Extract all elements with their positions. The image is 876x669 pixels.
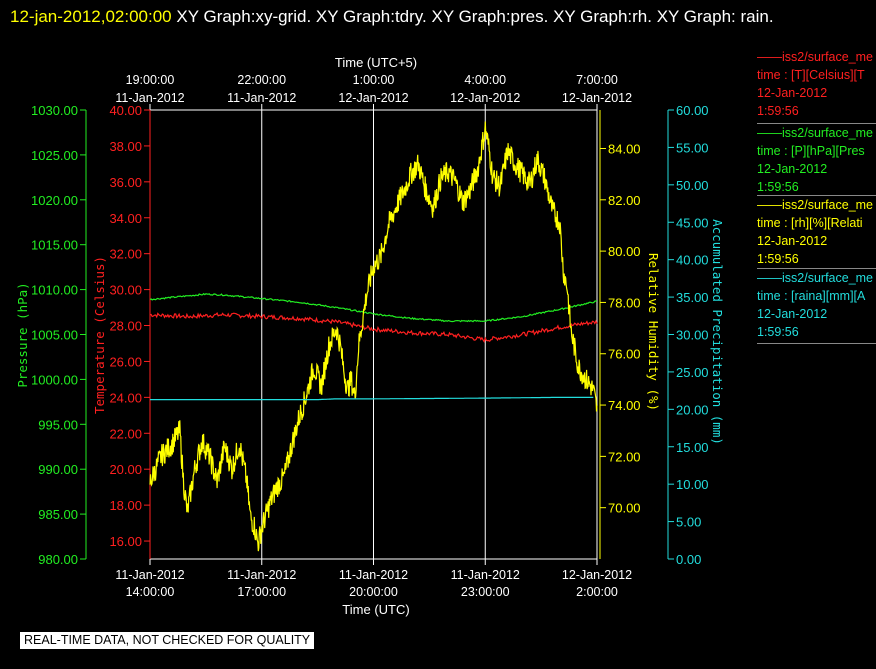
temperature-series-line	[149, 311, 598, 343]
rain-tick-label: 55.00	[676, 140, 709, 155]
temperature-tick-label: 30.00	[109, 283, 142, 298]
legend-separator	[757, 123, 876, 124]
x-top-tick-label-time: 22:00:00	[237, 73, 286, 87]
x-tick-label-time: 23:00:00	[461, 585, 510, 599]
rain-tick-label: 25.00	[676, 365, 709, 380]
rain-axis-label: Accumulated Precipitation (mm)	[710, 219, 725, 445]
rain-tick-label: 10.00	[676, 477, 709, 492]
legend-entry-rain: ——iss2/surface_me time : [raina][mm][A 1…	[757, 266, 876, 344]
temperature-tick-label: 40.00	[109, 103, 142, 118]
x-top-tick-label-time: 19:00:00	[126, 73, 175, 87]
rain-tick-label: 50.00	[676, 178, 709, 193]
x-tick-label-date: 11-Jan-2012	[227, 568, 296, 582]
x-top-tick-label-date: 12-Jan-2012	[338, 91, 408, 105]
temperature-axis-label: Temperature (Celsius)	[92, 256, 107, 414]
rain-tick-label: 15.00	[676, 440, 709, 455]
rain-tick-label: 60.00	[676, 103, 709, 118]
pressure-tick-label: 980.00	[38, 552, 78, 567]
quality-warning: REAL-TIME DATA, NOT CHECKED FOR QUALITY	[20, 632, 315, 649]
temperature-tick-label: 16.00	[109, 534, 142, 549]
graph-header: 12-jan-2012,02:00:00 XY Graph:xy-grid. X…	[10, 3, 850, 31]
temperature-tick-label: 26.00	[109, 354, 142, 369]
rain-tick-label: 0.00	[676, 552, 701, 567]
x-top-tick-label-time: 7:00:00	[576, 73, 618, 87]
rh-tick-label: 78.00	[608, 295, 641, 310]
x-tick-label-date: 12-Jan-2012	[562, 568, 632, 582]
legend-entry-rh: ——iss2/surface_me time : [rh][%][Relati …	[757, 193, 876, 268]
graph-titles: XY Graph:xy-grid. XY Graph:tdry. XY Grap…	[176, 7, 774, 26]
temperature-tick-label: 36.00	[109, 175, 142, 190]
rh-tick-label: 80.00	[608, 244, 641, 259]
x-tick-label-time: 17:00:00	[237, 585, 286, 599]
x-tick-label-date: 11-Jan-2012	[451, 568, 520, 582]
pressure-tick-label: 990.00	[38, 462, 78, 477]
x-axis-label-bottom: Time (UTC)	[342, 602, 409, 617]
pressure-tick-label: 1010.00	[31, 283, 78, 298]
rh-tick-label: 74.00	[608, 398, 641, 413]
rh-axis-label: Relative Humidity (%)	[646, 253, 661, 411]
x-top-tick-label-time: 4:00:00	[464, 73, 506, 87]
pressure-tick-label: 985.00	[38, 507, 78, 522]
x-top-tick-label-time: 1:00:00	[353, 73, 395, 87]
legend-separator	[757, 268, 876, 269]
pressure-tick-label: 1000.00	[31, 372, 78, 387]
series-lines	[149, 121, 598, 552]
temperature-tick-label: 22.00	[109, 426, 142, 441]
pressure-tick-label: 1020.00	[31, 193, 78, 208]
legend-separator	[757, 195, 876, 196]
axes	[80, 104, 674, 565]
rh-tick-label: 76.00	[608, 347, 641, 362]
tick-labels: 11-Jan-2012 14:00:00 11-Jan-2012 17:00:00 11…	[31, 73, 709, 599]
rain-tick-label: 5.00	[676, 515, 701, 530]
x-tick-label-date: 11-Jan-2012	[339, 568, 408, 582]
grid	[261, 110, 486, 559]
temperature-tick-label: 34.00	[109, 211, 142, 226]
x-tick-label-time: 2:00:00	[576, 585, 618, 599]
timestamp: 12-jan-2012,02:00:00	[10, 7, 172, 26]
x-tick-label-date: 11-Jan-2012	[115, 568, 184, 582]
rain-tick-label: 35.00	[676, 290, 709, 305]
x-top-tick-label-date: 12-Jan-2012	[562, 91, 632, 105]
rh-tick-label: 84.00	[608, 141, 641, 156]
rh-tick-label: 82.00	[608, 193, 641, 208]
rh-series-line	[149, 121, 598, 552]
pressure-tick-label: 1025.00	[31, 148, 78, 163]
pressure-tick-label: 1015.00	[31, 238, 78, 253]
pressure-tick-label: 1005.00	[31, 328, 78, 343]
temperature-tick-label: 38.00	[109, 139, 142, 154]
pressure-axis-label: Pressure (hPa)	[15, 282, 30, 387]
rh-tick-label: 70.00	[608, 501, 641, 516]
pressure-series-line	[149, 292, 598, 323]
x-top-tick-label-date: 11-Jan-2012	[227, 91, 296, 105]
x-tick-label-time: 14:00:00	[126, 585, 175, 599]
legend-entry-pressure: ——iss2/surface_me time : [P][hPa][Pres 1…	[757, 121, 876, 196]
temperature-tick-label: 18.00	[109, 498, 142, 513]
x-top-tick-label-date: 12-Jan-2012	[450, 91, 520, 105]
rh-tick-label: 72.00	[608, 449, 641, 464]
legend-separator	[757, 343, 876, 344]
rain-tick-label: 30.00	[676, 328, 709, 343]
pressure-tick-label: 995.00	[38, 417, 78, 432]
x-axis-label-top: Time (UTC+5)	[335, 55, 417, 70]
rain-tick-label: 40.00	[676, 253, 709, 268]
rain-series-line	[150, 396, 594, 401]
temperature-tick-label: 32.00	[109, 247, 142, 262]
rain-tick-label: 20.00	[676, 402, 709, 417]
x-top-tick-label-date: 11-Jan-2012	[115, 91, 184, 105]
x-tick-label-time: 20:00:00	[349, 585, 398, 599]
temperature-tick-label: 20.00	[109, 462, 142, 477]
legend-entry-temperature: ——iss2/surface_me time : [T][Celsius][T …	[757, 50, 874, 118]
temperature-tick-label: 28.00	[109, 319, 142, 334]
rain-tick-label: 45.00	[676, 215, 709, 230]
temperature-tick-label: 24.00	[109, 390, 142, 405]
pressure-tick-label: 1030.00	[31, 103, 78, 118]
